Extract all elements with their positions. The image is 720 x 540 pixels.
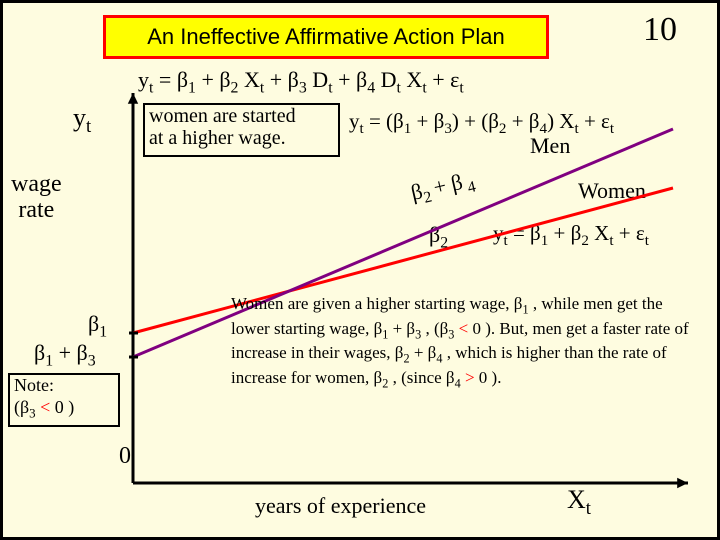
y-axis-arrowhead <box>128 93 138 104</box>
note-box: Note:(β3 < 0 ) <box>8 373 120 427</box>
b1b3-tick <box>129 356 138 359</box>
wage-rate-label: wagerate <box>11 171 62 224</box>
title-text: An Ineffective Affirmative Action Plan <box>147 24 505 50</box>
y-axis-label: yt <box>73 103 91 138</box>
title-box: An Ineffective Affirmative Action Plan <box>103 15 549 59</box>
explanation-text: Women are given a higher starting wage, … <box>231 293 701 392</box>
b1-label: β1 <box>88 311 107 341</box>
women-note-box: women are startedat a higher wage. <box>143 103 340 157</box>
x-axis-label: years of experience <box>255 493 426 519</box>
b1-tick <box>129 332 138 335</box>
slide-number: 10 <box>643 11 677 49</box>
b1b3-label: β1 + β3 <box>34 340 96 370</box>
slide-container: An Ineffective Affirmative Action Plan 1… <box>0 0 720 540</box>
x-axis-arrowhead <box>677 478 688 488</box>
